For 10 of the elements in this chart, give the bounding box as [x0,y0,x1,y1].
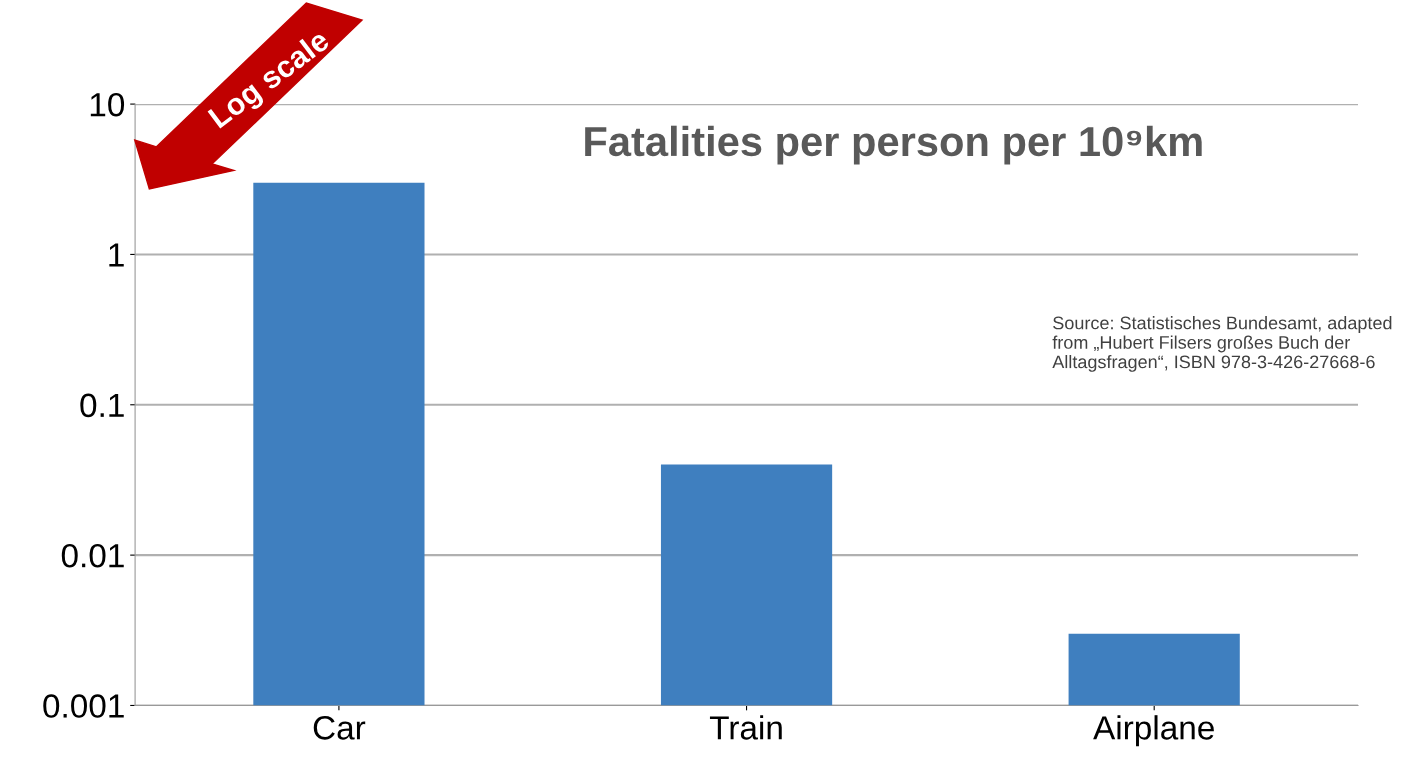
x-tick-label: Car [313,716,366,740]
chart-title: Fatalities per person per 10⁹km [585,125,1202,165]
y-tick-label: 1 [109,243,124,267]
annotation: Source: Statistisches Bundesamt, adapted from „Hubert Filsers großes Buch der Alltagsfragen“, ISBN 978-3-426-27668-6 [1052,316,1392,372]
y-tick-label: 10 [90,92,125,117]
y-tick-label: 0.01 [61,543,124,568]
y-tick-label: 0.001 [43,694,124,718]
x-tick-label: Airplane [1093,715,1214,747]
x-tick-label: Train [709,715,782,740]
y-tick-label: 0.1 [80,393,124,418]
